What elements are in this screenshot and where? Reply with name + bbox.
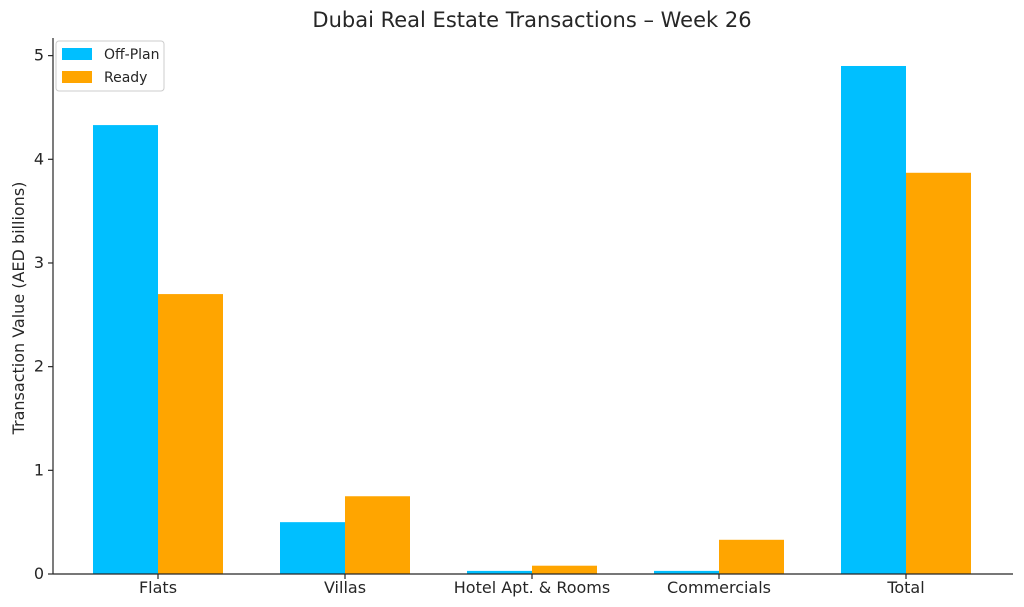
bar-off-plan-2 <box>467 570 532 574</box>
legend-label-off-plan: Off-Plan <box>104 47 160 63</box>
x-tick-label: Hotel Apt. & Rooms <box>454 578 610 597</box>
bar-ready-4 <box>906 172 971 574</box>
axes-group: 0 1 2 3 4 5 Flats Villas Hotel Apt. & Rooms Comme… <box>34 38 1013 597</box>
bar-ready-0 <box>158 294 223 574</box>
legend-swatch-ready <box>62 71 92 83</box>
y-tick-label: 3 <box>34 253 44 272</box>
legend-swatch-off-plan <box>62 48 92 60</box>
y-axis-label: Transaction Value (AED billions) <box>9 182 28 436</box>
x-tick-label: Total <box>886 578 924 597</box>
bar-off-plan-3 <box>654 570 719 574</box>
bars-group <box>93 65 971 575</box>
legend: Off-Plan Ready <box>55 40 165 92</box>
y-tick-label: 5 <box>34 46 44 65</box>
bar-off-plan-0 <box>93 125 158 575</box>
legend-label-ready: Ready <box>104 70 147 86</box>
bar-ready-3 <box>719 539 784 574</box>
x-tick-label: Flats <box>139 578 177 597</box>
bar-off-plan-4 <box>841 65 906 575</box>
y-tick-label: 1 <box>34 460 44 479</box>
y-tick-label: 4 <box>34 149 44 168</box>
x-tick-label: Commercials <box>667 578 771 597</box>
y-tick-label: 2 <box>34 357 44 376</box>
bar-ready-1 <box>345 496 410 574</box>
bar-ready-2 <box>532 565 597 574</box>
x-tick-label: Villas <box>324 578 366 597</box>
bar-off-plan-1 <box>280 522 345 574</box>
chart-title: Dubai Real Estate Transactions – Week 26 <box>312 8 751 32</box>
y-tick-label: 0 <box>34 564 44 583</box>
